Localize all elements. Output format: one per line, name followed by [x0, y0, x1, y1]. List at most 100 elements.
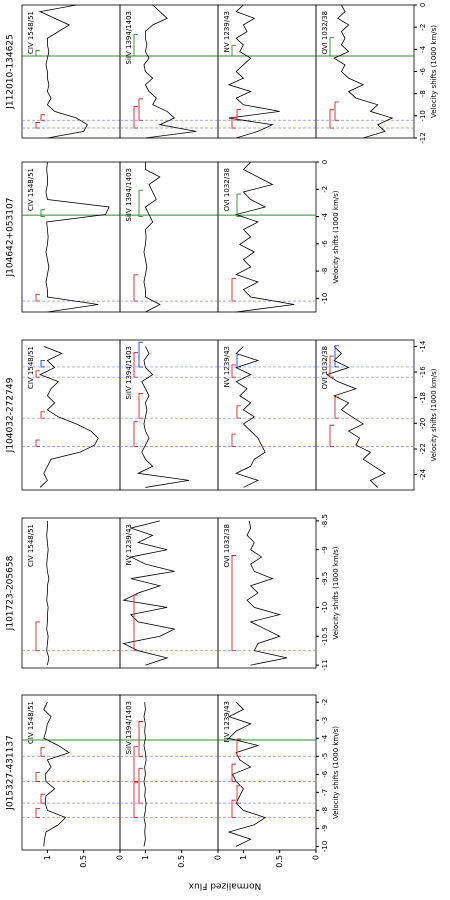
doublet-bracket	[40, 209, 45, 217]
doublet-bracket	[40, 114, 45, 121]
spectrum	[235, 346, 266, 488]
doublet-bracket	[231, 433, 236, 447]
doublet-bracket	[138, 393, 143, 419]
y-tick-label: 0	[214, 855, 223, 860]
panel-frame	[119, 339, 219, 491]
doublet-bracket	[236, 785, 241, 804]
doublet-bracket	[40, 746, 45, 757]
x-tick-label: -12	[419, 132, 427, 143]
panel-frame	[217, 517, 317, 669]
x-tick-label: -8	[419, 90, 427, 97]
doublet-bracket	[35, 808, 40, 819]
doublet-bracket	[133, 34, 138, 57]
spectrum	[246, 520, 288, 666]
panel-frame	[119, 694, 219, 851]
x-tick-label: -20	[419, 418, 427, 429]
doublet-bracket	[133, 351, 138, 378]
doublet-bracket	[236, 354, 241, 368]
x-tick-label: -4	[419, 45, 427, 53]
panel-title: J104032-272749	[6, 377, 16, 453]
y-tick-label: 1	[141, 855, 150, 860]
spectrum	[136, 346, 190, 488]
x-tick-label: -9	[321, 546, 329, 553]
doublet-bracket	[40, 360, 45, 368]
doublet-bracket	[35, 439, 40, 447]
panel-frame	[119, 517, 219, 669]
doublet-bracket	[236, 109, 241, 121]
y-tick-label: 1	[43, 855, 52, 860]
doublet-bracket	[35, 621, 40, 652]
rotated-figure: Normalized Flux CIV 1548/51 0 0.5 1 SiIV 139…	[6, 3, 439, 891]
spectrum	[234, 161, 295, 313]
x-tick-label: -18	[419, 392, 427, 403]
panel-label: CIV 1548/51	[27, 524, 35, 567]
panel-frame	[119, 4, 219, 139]
doublet-bracket	[231, 364, 236, 378]
spectrum	[325, 346, 386, 488]
x-tick-label: -14	[419, 340, 427, 352]
panel-frame	[217, 4, 317, 139]
panel-label: SiIV 1394/1403	[125, 346, 133, 399]
panel-label: SiIV 1394/1403	[125, 701, 133, 754]
doublet-bracket	[329, 109, 334, 129]
doublet-bracket	[236, 405, 241, 419]
doublet-bracket	[35, 370, 40, 378]
panel-label: NV 1239/43	[125, 524, 133, 565]
y-tick-label: 0	[116, 855, 125, 860]
y-tick-label: 1	[239, 855, 248, 860]
x-tick-label: -10	[419, 110, 427, 121]
doublet-bracket	[35, 293, 40, 302]
x-tick-label: -6	[419, 67, 427, 75]
panel-frame	[21, 339, 121, 491]
x-tick-label: -8.5	[321, 514, 329, 528]
x-tick-label: -4	[321, 213, 329, 221]
y-tick-label: 0.5	[79, 855, 88, 868]
panel-frame	[119, 161, 219, 313]
x-tick-label: -16	[419, 366, 427, 378]
spectrum	[143, 4, 197, 139]
panel-label: CIV 1548/51	[27, 701, 35, 744]
doublet-bracket	[133, 594, 138, 652]
x-tick-label: -8	[321, 268, 329, 275]
panel-label: OVI 1032/38	[321, 346, 329, 390]
x-tick-label: -24	[419, 468, 427, 480]
x-tick-label: 0	[321, 160, 329, 164]
x-axis-label: Velocity shifts (1000 km/s)	[332, 546, 340, 639]
x-tick-label: -10.5	[321, 627, 329, 645]
panel-frame	[21, 161, 121, 313]
doublet-bracket	[40, 411, 45, 419]
doublet-bracket	[138, 341, 143, 368]
x-tick-label: -6	[321, 240, 329, 248]
y-tick-label: 0.5	[275, 855, 284, 868]
panel-label: NV 1239/43	[223, 11, 231, 52]
doublet-bracket	[334, 101, 339, 121]
spectrum	[38, 4, 88, 139]
x-axis-label: Velocity shifts (1000 km/s)	[332, 190, 340, 283]
panel-title: J015327-431137	[6, 735, 16, 811]
spectrum	[227, 4, 280, 139]
panel-title: J101723-205658	[6, 555, 16, 631]
x-axis-label: Velocity shifts (1000 km/s)	[430, 368, 438, 461]
x-tick-label: -11	[321, 659, 329, 670]
doublet-bracket	[231, 116, 236, 129]
x-tick-label: -10	[321, 293, 329, 304]
x-tick-label: -6	[321, 770, 329, 778]
doublet-bracket	[133, 106, 138, 129]
x-tick-label: -10	[321, 602, 329, 613]
spectrum	[46, 520, 50, 666]
panel-label: NV 1239/43	[223, 346, 231, 387]
x-tick-label: -22	[419, 443, 427, 454]
x-tick-label: -7	[321, 789, 329, 796]
doublet-bracket	[133, 782, 138, 819]
doublet-bracket	[329, 355, 334, 378]
panel-frame	[21, 4, 121, 139]
doublet-bracket	[329, 424, 334, 447]
doublet-bracket	[231, 555, 236, 652]
panel-label: CIV 1548/51	[27, 168, 35, 211]
x-tick-label: -3	[321, 717, 329, 724]
x-tick-label: -9	[321, 825, 329, 832]
doublet-bracket	[138, 98, 143, 121]
doublet-bracket	[133, 746, 138, 782]
panel-title: J112010-134625	[6, 34, 16, 110]
doublet-bracket	[231, 44, 236, 57]
